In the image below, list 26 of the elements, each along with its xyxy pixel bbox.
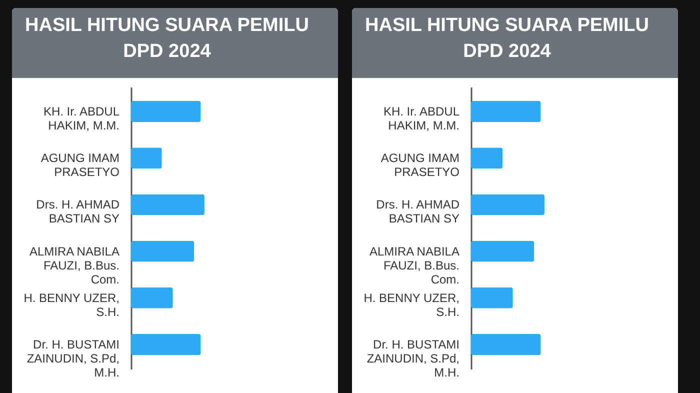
chart-title: HASIL HITUNG SUARA PEMILU DPD 2024 <box>365 15 649 62</box>
bar <box>471 100 541 122</box>
bar <box>131 148 162 169</box>
y-tick-label: Dr. H. BUSTAMI ZAINUDIN, S.Pd, M.H. <box>26 338 120 380</box>
bar <box>131 287 173 308</box>
bar <box>471 240 534 262</box>
bar <box>131 334 201 356</box>
bar <box>471 287 513 308</box>
y-tick-label: AGUNG IMAM PRASETYO <box>40 151 120 180</box>
chart-title: HASIL HITUNG SUARA PEMILU DPD 2024 <box>25 15 309 62</box>
y-tick-label: ALMIRA NABILA FAUZI, B.Bus. Com. <box>29 244 120 286</box>
y-tick-label: H. BENNY UZER, S.H. <box>364 290 460 319</box>
bar <box>471 148 503 169</box>
y-tick-label: ALMIRA NABILA FAUZI, B.Bus. Com. <box>369 244 460 286</box>
y-tick-label: H. BENNY UZER, S.H. <box>24 290 120 319</box>
bar <box>131 240 194 262</box>
y-tick-label: Drs. H. AHMAD BASTIAN SY <box>36 198 120 226</box>
y-tick-label: Dr. H. BUSTAMI ZAINUDIN, S.Pd, M.H. <box>366 338 460 380</box>
y-tick-label: KH. Ir. ABDUL HAKIM, M.M. <box>43 104 120 132</box>
y-tick-label: KH. Ir. ABDUL HAKIM, M.M. <box>383 104 460 132</box>
bar <box>471 334 541 356</box>
bar <box>131 100 201 122</box>
bar <box>131 194 204 216</box>
y-tick-label: AGUNG IMAM PRASETYO <box>380 151 460 180</box>
bar <box>471 194 544 216</box>
y-tick-label: Drs. H. AHMAD BASTIAN SY <box>376 198 460 226</box>
